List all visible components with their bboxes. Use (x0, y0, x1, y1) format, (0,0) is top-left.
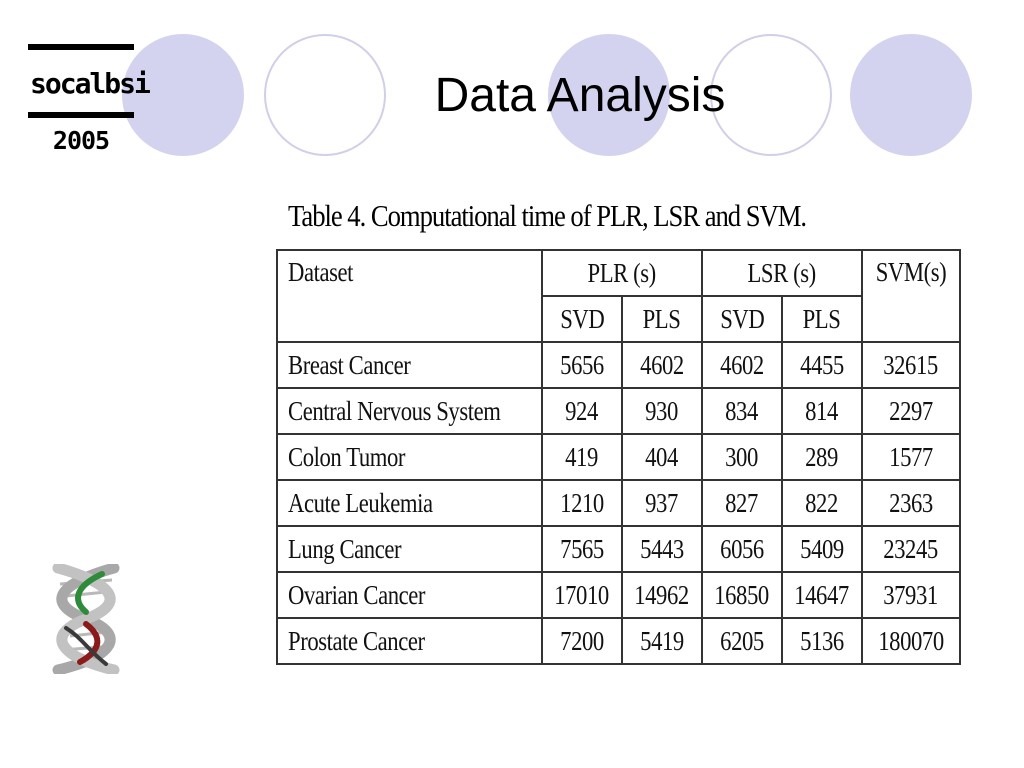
cell-plr-svd: 17010 (540, 571, 623, 619)
cell-plr-pls: 5419 (620, 617, 703, 665)
cell-svm: 180070 (860, 617, 961, 665)
subheader-plr-svd: SVD (540, 295, 623, 343)
cell-svm: 2363 (860, 479, 961, 527)
row-dataset: Central Nervous System (276, 387, 543, 435)
cell-lsr-pls: 814 (780, 387, 863, 435)
cell-svm: 23245 (860, 525, 961, 573)
header-dataset: Dataset (276, 249, 543, 343)
row-dataset: Acute Leukemia (276, 479, 543, 527)
decor-circle-4 (710, 34, 832, 156)
cell-plr-svd: 419 (540, 433, 623, 481)
cell-lsr-pls: 289 (780, 433, 863, 481)
conference-logo: socalbsi 2005 (28, 44, 151, 156)
cell-svm: 37931 (860, 571, 961, 619)
cell-svm: 1577 (860, 433, 961, 481)
dna-helix-icon (52, 564, 120, 674)
cell-lsr-svd: 300 (700, 433, 783, 481)
dna-strand-green (75, 571, 105, 615)
cell-plr-svd: 1210 (540, 479, 623, 527)
header-plr: PLR (s) (540, 249, 703, 297)
dna-strand-dark (64, 626, 108, 666)
logo-bar-bottom (28, 112, 134, 118)
table-caption: Table 4. Computational time of PLR, LSR … (288, 198, 807, 233)
cell-svm: 2297 (860, 387, 961, 435)
cell-plr-pls: 4602 (620, 341, 703, 389)
table-row: Prostate Cancer 7200 5419 6205 5136 1800… (276, 617, 961, 665)
decor-circle-2 (264, 34, 386, 156)
cell-lsr-pls: 14647 (780, 571, 863, 619)
row-dataset: Breast Cancer (276, 341, 543, 389)
decor-circle-3 (548, 34, 670, 156)
subheader-plr-pls: PLS (620, 295, 703, 343)
cell-lsr-svd: 4602 (700, 341, 783, 389)
header-lsr: LSR (s) (700, 249, 863, 297)
logo-year: 2005 (52, 126, 110, 155)
cell-lsr-svd: 827 (700, 479, 783, 527)
cell-plr-pls: 930 (620, 387, 703, 435)
cell-plr-svd: 924 (540, 387, 623, 435)
cell-plr-pls: 404 (620, 433, 703, 481)
table-row: Ovarian Cancer 17010 14962 16850 14647 3… (276, 571, 961, 619)
logo-bar-top (28, 44, 134, 50)
cell-plr-pls: 937 (620, 479, 703, 527)
subheader-lsr-pls: PLS (780, 295, 863, 343)
row-dataset: Prostate Cancer (276, 617, 543, 665)
cell-lsr-svd: 6205 (700, 617, 783, 665)
subheader-lsr-svd: SVD (700, 295, 783, 343)
decor-circle-1 (122, 34, 244, 156)
row-dataset: Ovarian Cancer (276, 571, 543, 619)
dna-strand-red (77, 621, 101, 665)
cell-lsr-pls: 5409 (780, 525, 863, 573)
dna-strand-gray-2 (52, 564, 120, 674)
table-subheader-row: SVD PLS SVD PLS (277, 295, 960, 343)
cell-plr-svd: 7565 (540, 525, 623, 573)
results-table: Dataset PLR (s) LSR (s) SVM(s) SVD PLS S… (276, 249, 961, 665)
cell-plr-svd: 7200 (540, 617, 623, 665)
cell-lsr-pls: 822 (780, 479, 863, 527)
cell-lsr-pls: 5136 (780, 617, 863, 665)
cell-plr-pls: 5443 (620, 525, 703, 573)
decor-circle-5 (850, 34, 972, 156)
header-svm: SVM(s) (860, 249, 961, 343)
table-row: Lung Cancer 7565 5443 6056 5409 23245 (276, 525, 961, 573)
table-row: Central Nervous System 924 930 834 814 2… (276, 387, 961, 435)
table-row: Breast Cancer 5656 4602 4602 4455 32615 (276, 341, 961, 389)
row-dataset: Lung Cancer (276, 525, 543, 573)
table-header-row: Dataset PLR (s) LSR (s) SVM(s) (276, 249, 961, 343)
cell-lsr-pls: 4455 (780, 341, 863, 389)
logo-name: socalbsi (30, 67, 151, 100)
cell-svm: 32615 (860, 341, 961, 389)
cell-lsr-svd: 834 (700, 387, 783, 435)
cell-lsr-svd: 6056 (700, 525, 783, 573)
cell-plr-svd: 5656 (540, 341, 623, 389)
slide-title: Data Analysis (434, 69, 726, 122)
row-dataset: Colon Tumor (276, 433, 543, 481)
table-row: Acute Leukemia 1210 937 827 822 2363 (276, 479, 961, 527)
cell-plr-pls: 14962 (620, 571, 703, 619)
table-row: Colon Tumor 419 404 300 289 1577 (276, 433, 961, 481)
cell-lsr-svd: 16850 (700, 571, 783, 619)
